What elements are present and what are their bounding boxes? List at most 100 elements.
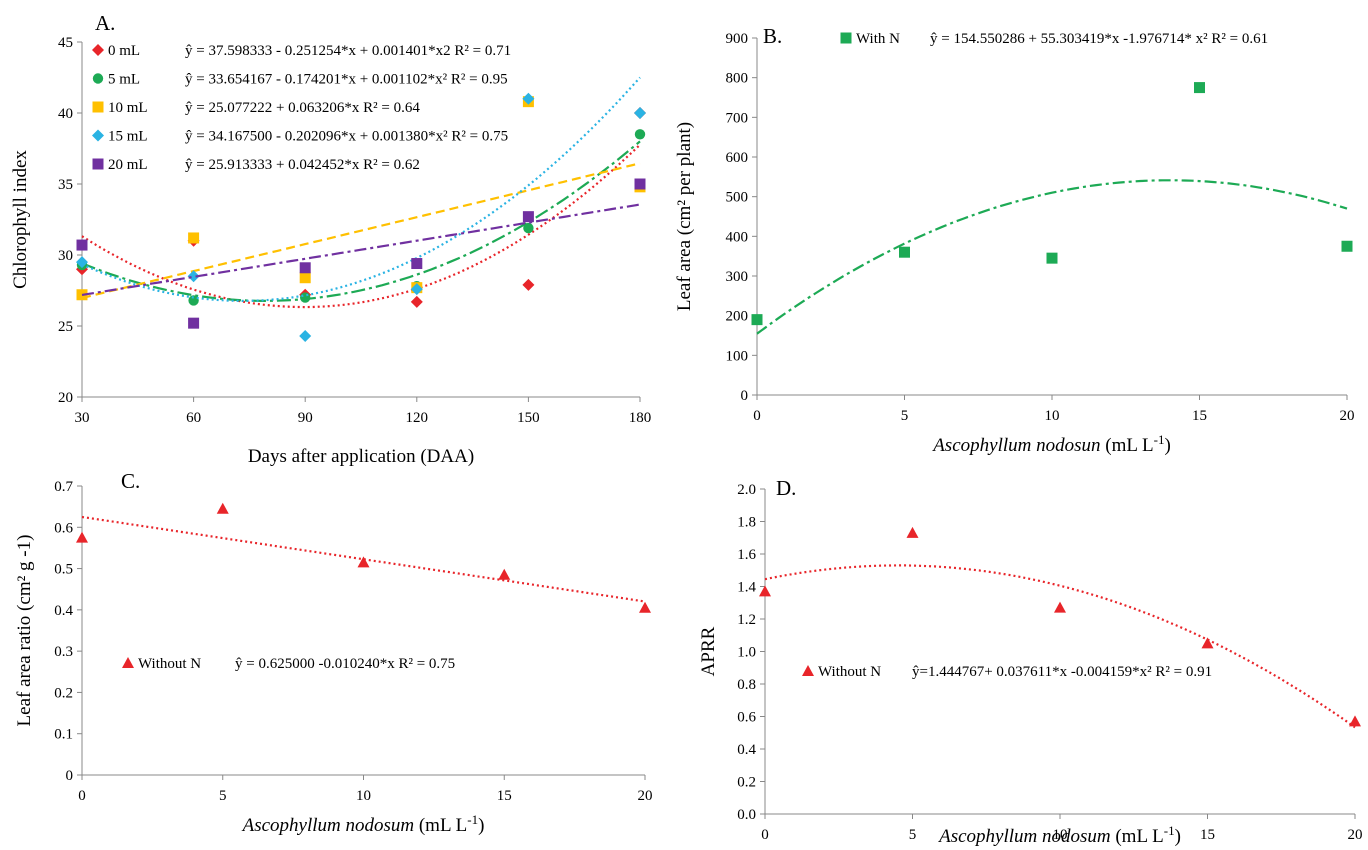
x-axis-label-sup: -1	[467, 812, 478, 827]
data-point	[299, 262, 311, 274]
legend-marker	[122, 657, 134, 668]
legend-label: 5 mL	[108, 72, 140, 88]
x-tick-label: 10	[1053, 827, 1068, 843]
data-point	[188, 317, 200, 329]
x-tick-label: 20	[638, 788, 653, 804]
legend-marker	[92, 73, 104, 84]
x-axis-label: Ascophyllum nodosun (mL L-1)	[931, 432, 1171, 457]
legend-label: 20 mL	[108, 157, 148, 173]
y-tick-label: 300	[726, 269, 749, 285]
data-point	[1046, 252, 1058, 264]
x-axis-label-end: )	[478, 815, 484, 836]
regression-equation: ŷ = 25.077222 + 0.063206*x R² = 0.64	[185, 100, 420, 116]
y-axis-label: APRR	[698, 626, 719, 676]
data-point	[522, 211, 534, 223]
x-tick-label: 15	[1200, 827, 1215, 843]
y-tick-label: 1.4	[737, 580, 756, 596]
legend-marker	[92, 44, 104, 56]
trend-line-Without-N	[764, 564, 1356, 729]
legend-label: 10 mL	[108, 100, 148, 116]
legend-marker	[92, 158, 104, 170]
x-axis-label: Ascophyllum nodosum (mL L-1)	[241, 812, 485, 837]
y-tick-label: 1.6	[737, 547, 756, 563]
legend-marker	[92, 129, 104, 142]
y-tick-label: 0.6	[737, 710, 756, 726]
data-point	[410, 295, 423, 308]
chart-panel-3: 0 0.1 0.2 0.3 0.4 0.5 0.6 0.7 0 5 10 15 20 C. Leaf are…	[14, 469, 653, 836]
data-point	[188, 295, 199, 306]
y-axis-label: Chlorophyll index	[10, 150, 31, 289]
legend-label: Without N	[138, 656, 201, 672]
legend-label: 15 mL	[108, 129, 148, 145]
legend-marker	[802, 665, 814, 676]
y-tick-label: 0.2	[737, 775, 756, 791]
panel-label: D.	[776, 476, 796, 500]
x-axis-label-sup: -1	[1154, 432, 1165, 447]
chart-panel-2: 0 100 200 300 400 500 600 700 800 900 0 5 10 15 20 B. Le…	[674, 24, 1355, 456]
x-axis-label-end: )	[1175, 826, 1181, 847]
legend-label: 0 mL	[108, 43, 140, 59]
y-tick-label: 2.0	[737, 482, 756, 498]
legend-marker	[840, 32, 852, 44]
x-tick-label: 0	[78, 788, 86, 804]
data-point	[634, 178, 646, 190]
regression-equation: ŷ = 25.913333 + 0.042452*x R² = 0.62	[185, 157, 420, 173]
data-point	[751, 314, 763, 326]
legend-marker	[92, 101, 104, 113]
y-tick-label: 0.7	[54, 479, 73, 495]
x-tick-label: 0	[753, 408, 761, 424]
data-point	[299, 329, 312, 342]
panel-label: B.	[763, 24, 782, 48]
data-point	[759, 585, 771, 597]
y-tick-label: 45	[58, 35, 73, 51]
y-axis-label: Leaf area (cm² per plant)	[674, 122, 695, 311]
x-tick-label: 15	[497, 788, 512, 804]
y-tick-label: 500	[726, 190, 749, 206]
y-tick-label: 0.6	[54, 520, 73, 536]
x-axis-label: Ascophyllum nodosum (mL L-1)	[937, 823, 1181, 848]
regression-equation: ŷ = 37.598333 - 0.251254*x + 0.001401*x2…	[185, 43, 511, 59]
y-tick-label: 0.1	[54, 727, 73, 743]
x-axis-label-end: )	[1164, 435, 1170, 456]
data-point	[639, 601, 651, 613]
x-axis-label-italic: Ascophyllum nodosun	[931, 435, 1100, 456]
x-tick-label: 15	[1192, 408, 1207, 424]
data-point	[1201, 637, 1214, 649]
y-tick-label: 800	[726, 71, 749, 87]
y-tick-label: 1.0	[737, 645, 756, 661]
panel-label: A.	[95, 11, 115, 35]
regression-equation: ŷ = 154.550286 + 55.303419*x -1.976714* …	[930, 31, 1268, 47]
x-axis-label-italic: Ascophyllum nodosum	[937, 826, 1111, 847]
x-axis-label-unit: (mL L	[1101, 435, 1154, 456]
data-point	[411, 258, 423, 270]
y-axis-label: Leaf area ratio (cm² g -1)	[14, 535, 35, 727]
legend-label: Without N	[818, 664, 881, 680]
trend-line-With-N	[756, 179, 1348, 335]
regression-equation: ŷ = 0.625000 -0.010240*x R² = 0.75	[235, 656, 455, 672]
y-tick-label: 20	[58, 390, 73, 406]
x-tick-label: 150	[517, 410, 540, 426]
x-tick-label: 60	[186, 410, 201, 426]
panel-label: C.	[121, 469, 140, 493]
x-tick-label: 120	[406, 410, 429, 426]
x-axis-label: Days after application (DAA)	[248, 446, 474, 467]
y-tick-label: 25	[58, 319, 73, 335]
x-tick-label: 30	[75, 410, 90, 426]
y-tick-label: 0.4	[737, 742, 756, 758]
x-tick-label: 10	[1045, 408, 1060, 424]
data-point	[906, 526, 919, 538]
x-tick-label: 5	[909, 827, 917, 843]
x-axis-label-unit: (mL L	[414, 815, 467, 836]
data-point	[522, 92, 535, 105]
data-point	[76, 531, 88, 543]
y-tick-label: 0.3	[54, 644, 73, 660]
y-tick-label: 1.8	[737, 515, 756, 531]
data-point	[1054, 601, 1066, 613]
y-tick-label: 100	[726, 348, 749, 364]
data-point	[357, 556, 370, 568]
y-tick-label: 1.2	[737, 612, 756, 628]
data-point	[187, 270, 200, 283]
trend-line-10-mL	[81, 162, 641, 300]
data-point	[634, 129, 646, 140]
data-point	[216, 502, 229, 514]
